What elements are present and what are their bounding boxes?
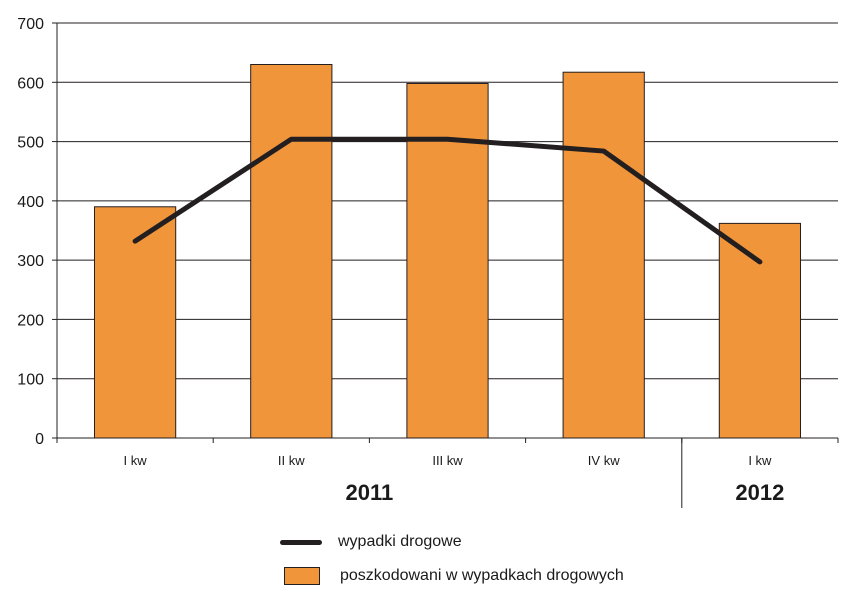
y-tick-label: 400 xyxy=(17,194,44,211)
x-category-label: III kw xyxy=(432,453,463,468)
y-tick-label: 600 xyxy=(17,75,44,92)
legend-label-bar: poszkodowani w wypadkach drogowych xyxy=(340,567,624,585)
legend-item-bar: poszkodowani w wypadkach drogowych xyxy=(280,564,624,588)
bar-swatch xyxy=(284,567,320,585)
line-swatch xyxy=(280,540,322,545)
bar xyxy=(407,83,488,438)
year-group-labels: 2011 2012 xyxy=(346,480,785,505)
x-category-label: I kw xyxy=(748,453,772,468)
bar xyxy=(563,72,644,438)
x-category-label: I kw xyxy=(124,453,148,468)
legend-item-line: wypadki drogowe xyxy=(280,530,624,554)
x-category-labels: I kw II kw III kw IV kw I kw xyxy=(124,453,773,468)
bar-series xyxy=(94,65,800,439)
y-tick-label: 700 xyxy=(17,16,44,33)
y-tick-label: 0 xyxy=(35,431,44,448)
x-category-label: IV kw xyxy=(588,453,620,468)
bar xyxy=(251,65,332,439)
y-tick-label: 500 xyxy=(17,135,44,152)
bar xyxy=(719,223,800,438)
combo-chart: 0 100 200 300 400 500 600 700 I kw II kw III kw IV… xyxy=(0,0,851,586)
y-tick-label: 200 xyxy=(17,312,44,329)
x-category-label: II kw xyxy=(278,453,305,468)
y-tick-label: 300 xyxy=(17,253,44,270)
y-tick-label: 100 xyxy=(17,372,44,389)
year-label: 2012 xyxy=(735,480,784,505)
y-tick-labels: 0 100 200 300 400 500 600 700 xyxy=(17,16,44,448)
year-label: 2011 xyxy=(346,480,394,505)
legend: wypadki drogowe poszkodowani w wypadkach… xyxy=(280,530,624,598)
legend-label-line: wypadki drogowe xyxy=(338,533,462,551)
